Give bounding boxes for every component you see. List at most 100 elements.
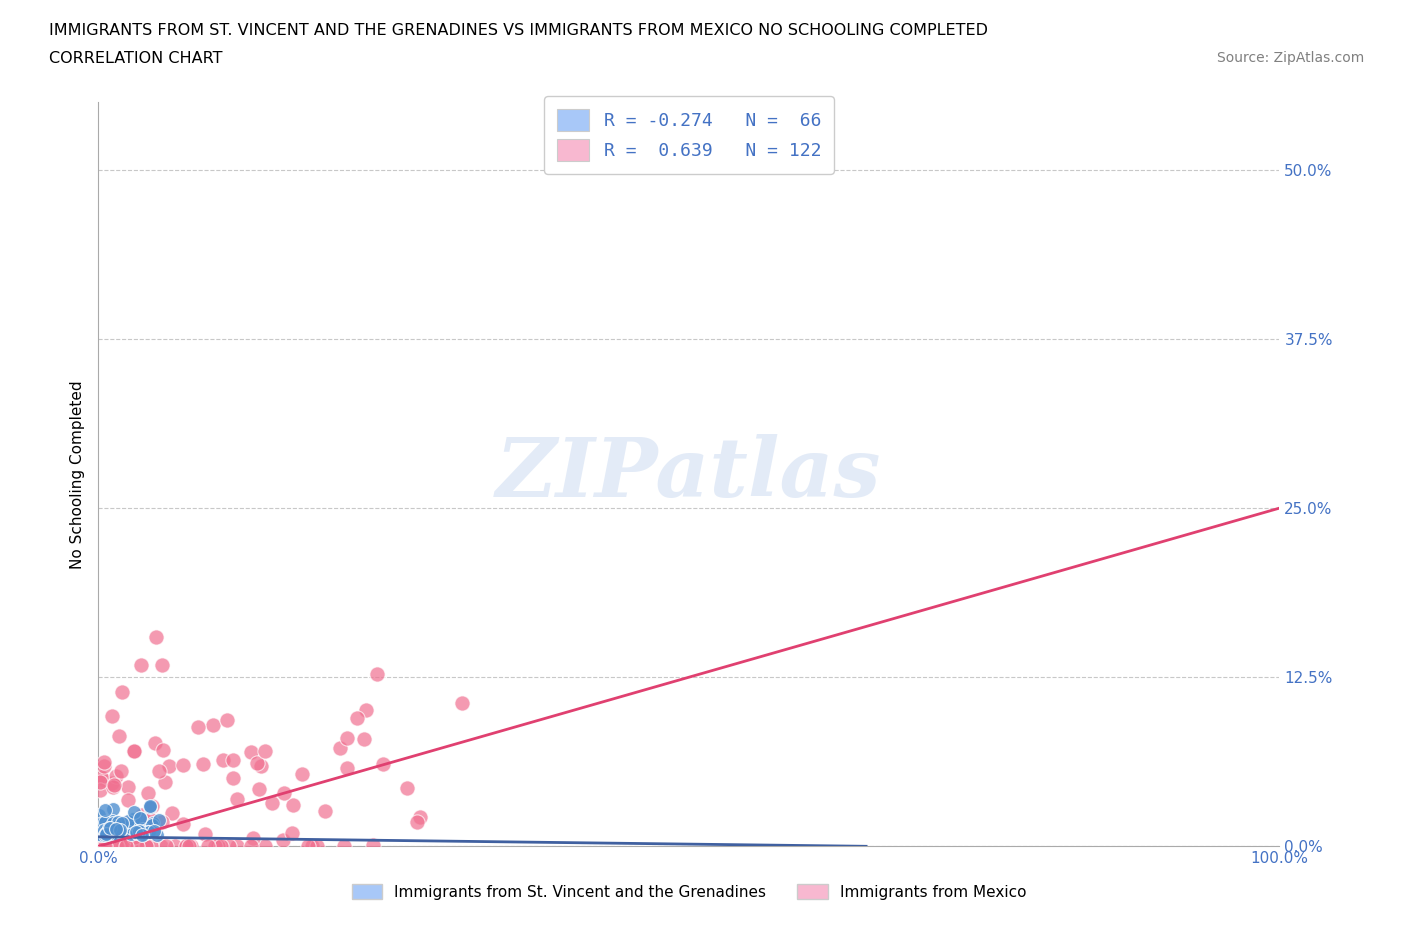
Point (124, 817, 146, 831)
Point (139, 799, 162, 814)
Point (91, 772, 114, 787)
Point (159, 759, 181, 774)
Point (138, 812, 160, 827)
Point (212, 752, 235, 767)
Point (114, 839, 136, 854)
Point (117, 779, 139, 794)
Point (96, 826, 118, 841)
Point (153, 775, 176, 790)
Point (247, 781, 270, 796)
Point (101, 775, 124, 790)
Point (174, 839, 197, 854)
Point (283, 798, 305, 813)
Point (152, 743, 174, 758)
Point (332, 839, 354, 854)
Point (180, 839, 202, 854)
Point (125, 825, 148, 840)
Point (117, 817, 139, 831)
Point (138, 824, 160, 839)
Point (105, 839, 128, 854)
Point (94, 815, 117, 830)
Point (271, 832, 294, 847)
Point (150, 815, 173, 830)
Point (104, 822, 127, 837)
Point (136, 839, 159, 854)
Point (100, 828, 122, 843)
Point (117, 839, 139, 854)
Point (115, 839, 138, 854)
Point (354, 703, 377, 718)
Point (138, 786, 160, 801)
Point (239, 839, 262, 854)
Point (131, 658, 153, 672)
Point (104, 822, 127, 837)
Point (242, 830, 264, 845)
Point (91, 824, 114, 839)
Point (108, 839, 131, 854)
Point (114, 839, 136, 854)
Point (187, 720, 209, 735)
Point (135, 839, 157, 854)
Point (138, 824, 160, 839)
Point (396, 780, 419, 795)
Point (305, 839, 328, 854)
Legend: Immigrants from St. Vincent and the Grenadines, Immigrants from Mexico: Immigrants from St. Vincent and the Gren… (346, 877, 1032, 906)
Point (148, 813, 170, 828)
Point (93, 759, 115, 774)
Point (194, 826, 217, 841)
Point (94, 827, 117, 842)
Point (101, 709, 124, 724)
Point (346, 711, 368, 725)
Point (141, 817, 163, 832)
Point (336, 730, 359, 745)
Point (291, 766, 314, 781)
Point (110, 816, 132, 830)
Point (124, 804, 146, 819)
Point (105, 839, 128, 854)
Point (93, 826, 115, 841)
Point (239, 744, 262, 759)
Point (89, 775, 111, 790)
Point (142, 816, 165, 830)
Point (107, 823, 129, 838)
Point (215, 713, 238, 728)
Point (143, 736, 166, 751)
Point (253, 839, 276, 854)
Point (149, 839, 172, 854)
Point (91, 817, 114, 831)
Point (94, 803, 117, 817)
Point (139, 821, 162, 836)
Point (250, 759, 273, 774)
Point (246, 756, 269, 771)
Point (97, 822, 120, 837)
Point (101, 821, 124, 836)
Point (90, 770, 112, 785)
Text: ZIPatlas: ZIPatlas (496, 434, 882, 514)
Point (160, 806, 183, 821)
Point (101, 816, 124, 830)
Point (226, 839, 249, 854)
Point (93, 839, 115, 854)
Point (114, 816, 136, 830)
Point (405, 815, 427, 830)
Point (105, 818, 128, 833)
Point (97, 820, 120, 835)
Point (209, 839, 232, 854)
Point (97, 822, 120, 837)
Point (103, 839, 125, 854)
Point (120, 817, 142, 832)
Point (131, 808, 153, 823)
Point (366, 666, 388, 681)
Point (107, 823, 129, 838)
Point (226, 791, 249, 806)
Point (105, 827, 128, 842)
Point (89, 782, 111, 797)
Point (94, 828, 117, 843)
Point (110, 684, 132, 699)
Point (117, 814, 139, 829)
Point (108, 728, 131, 743)
Point (301, 839, 323, 854)
Point (172, 817, 194, 831)
Point (115, 824, 138, 839)
Point (361, 837, 384, 852)
